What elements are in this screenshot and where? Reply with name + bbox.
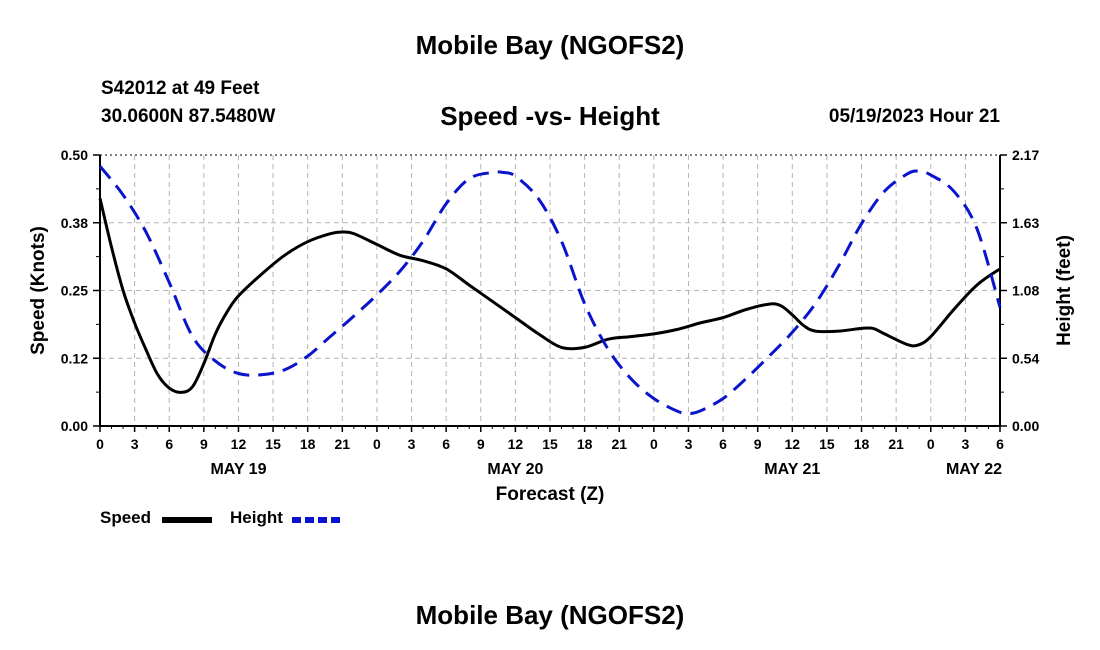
x-tick-label: 15	[265, 436, 281, 452]
chart-subtitle: Speed -vs- Height	[440, 101, 660, 131]
x-day-label: MAY 20	[487, 461, 543, 478]
station-label: S42012 at 49 Feet	[101, 78, 260, 99]
x-tick-label: 6	[165, 436, 173, 452]
left-y-axis-title: Speed (Knots)	[28, 226, 49, 355]
footer-title: Mobile Bay (NGOFS2)	[415, 600, 685, 630]
right-y-tick-label: 0.00	[1012, 418, 1039, 434]
left-y-tick-label: 0.00	[61, 418, 88, 434]
right-y-tick-label: 0.54	[1012, 350, 1039, 366]
x-tick-label: 0	[373, 436, 381, 452]
right-y-tick-label: 1.63	[1012, 215, 1039, 231]
x-tick-label: 0	[650, 436, 658, 452]
x-tick-label: 15	[542, 436, 558, 452]
x-tick-label: 18	[300, 436, 316, 452]
x-tick-label: 3	[408, 436, 416, 452]
forecast-datetime: 05/19/2023 Hour 21	[828, 106, 1000, 127]
right-y-tick-label: 1.08	[1012, 283, 1039, 299]
x-tick-label: 18	[854, 436, 870, 452]
left-y-tick-label: 0.12	[61, 350, 88, 366]
x-tick-label: 12	[508, 436, 524, 452]
x-tick-label: 3	[685, 436, 693, 452]
x-tick-label: 21	[611, 436, 627, 452]
left-y-tick-label: 0.38	[61, 215, 88, 231]
x-axis-title: Forecast (Z)	[496, 484, 605, 505]
x-tick-label: 3	[131, 436, 139, 452]
x-day-label: MAY 22	[946, 461, 1002, 478]
x-day-label: MAY 21	[764, 461, 820, 478]
x-tick-label: 18	[577, 436, 593, 452]
left-y-tick-label: 0.50	[61, 147, 88, 163]
chart-main-title: Mobile Bay (NGOFS2)	[415, 30, 685, 60]
x-tick-label: 3	[961, 436, 969, 452]
x-tick-label: 12	[231, 436, 247, 452]
right-y-axis-title: Height (feet)	[1054, 235, 1075, 346]
x-tick-label: 9	[477, 436, 485, 452]
x-tick-label: 15	[819, 436, 835, 452]
x-tick-label: 0	[96, 436, 104, 452]
x-tick-label: 6	[442, 436, 450, 452]
x-tick-label: 6	[719, 436, 727, 452]
legend-speed-label: Speed	[100, 508, 152, 527]
right-y-tick-label: 2.17	[1012, 147, 1039, 163]
speed-series-line	[98, 198, 1001, 394]
x-tick-label: 9	[754, 436, 762, 452]
x-tick-label: 6	[996, 436, 1004, 452]
x-day-label: MAY 19	[210, 461, 266, 478]
x-tick-label: 9	[200, 436, 208, 452]
x-tick-label: 21	[888, 436, 904, 452]
legend-height-label: Height	[230, 508, 283, 527]
station-coordinates: 30.0600N 87.5480W	[101, 106, 276, 127]
height-series-line	[98, 165, 1002, 415]
left-y-tick-label: 0.25	[61, 283, 88, 299]
x-tick-label: 21	[335, 436, 351, 452]
x-tick-label: 12	[785, 436, 801, 452]
x-tick-label: 0	[927, 436, 935, 452]
